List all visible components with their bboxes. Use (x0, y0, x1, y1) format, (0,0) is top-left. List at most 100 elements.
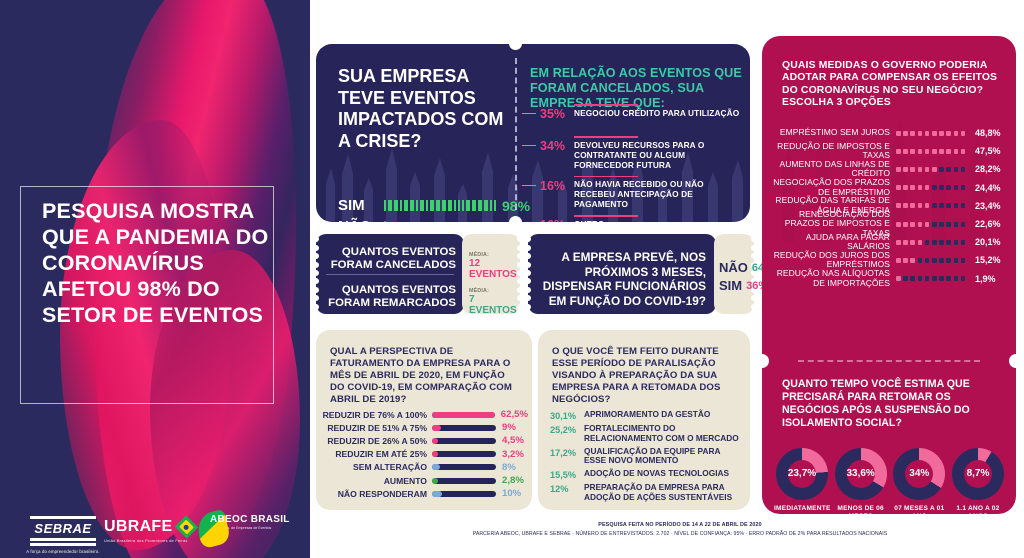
sebrae-bar-bottom (30, 543, 96, 546)
elbow-connector (522, 185, 536, 186)
measure-bar (896, 185, 968, 190)
footer-note: PESQUISA FEITA NO PERÍODO DE 14 A 22 DE … (380, 522, 980, 537)
scallop-dot (313, 295, 319, 301)
measure-bar-segment (946, 149, 951, 154)
perforation-notch-left (762, 354, 769, 368)
revenue-bar-label: NÃO RESPONDERAM (322, 489, 432, 499)
scallop-dot (751, 312, 757, 318)
ticket-row-rescheduled: QUANTOS EVENTOS FORAM REMARCADOS (324, 284, 456, 310)
measure-bar-segment (918, 149, 923, 154)
scallop-dot (313, 278, 319, 284)
ticket-divider (326, 274, 454, 275)
measure-bar-segment (903, 149, 908, 154)
measure-bar-segment (910, 258, 915, 263)
measure-row: AUMENTO DAS LINHAS DE CRÉDITO 28,2% (772, 160, 1008, 178)
measure-bar-segment (896, 149, 901, 154)
donut-label: MENOS DE 06 MESES (833, 505, 889, 514)
measure-bar-segment (896, 276, 901, 281)
government-measures-title: QUAIS MEDIDAS O GOVERNO PODERIA ADOTAR P… (782, 60, 1000, 110)
cancelled-item-label: DEVOLVEU RECURSOS PARA O CONTRATANTE OU … (574, 140, 746, 170)
revenue-bar-track (432, 491, 496, 497)
measure-bar-segment (939, 276, 944, 281)
measure-bar (896, 258, 968, 263)
measure-bar-segment (903, 276, 908, 281)
scallop-dot (751, 253, 757, 259)
abeoc-wordmark: ABEOC BRASIL (210, 514, 290, 525)
donut-value: 23,7% (776, 448, 828, 500)
measure-label: AUMENTO DAS LINHAS DE CRÉDITO (772, 160, 896, 179)
sebrae-logo: SEBRAE A força do empreendedor brasileir… (24, 514, 102, 554)
measure-bar-segment (932, 240, 937, 245)
scallop-dot (313, 312, 319, 318)
ticket-question-rescheduled: QUANTOS EVENTOS FORAM REMARCADOS (324, 284, 456, 310)
scallop-dot (751, 304, 757, 310)
cancelled-item-pct: 34% (540, 136, 574, 153)
logo-strip: SEBRAE A força do empreendedor brasileir… (0, 506, 310, 558)
measure-bar-segment (939, 240, 944, 245)
measure-bar-segment (918, 258, 923, 263)
ubrafe-tagline: União Brasileira dos Promotores de Feira… (104, 538, 188, 543)
chart-revenue-title: QUAL A PERSPECTIVA DE FATURAMENTO DA EMP… (330, 346, 520, 406)
cancelled-item-pct: 16% (540, 215, 574, 222)
preparation-item-label: APRIMORAMENTO DA GESTÃO (584, 410, 742, 420)
answer-label-nao: NÃO (338, 218, 378, 222)
scallop-dot (525, 253, 531, 259)
measure-bar-segment (954, 258, 959, 263)
cancelled-item-label: NEGOCIOU CRÉDITO PARA UTILIZAÇÃO (574, 108, 746, 118)
measure-value: 23,4% (975, 201, 1001, 211)
measure-bar (896, 203, 968, 208)
scallop-dot (517, 236, 523, 242)
measure-bar-segment (925, 149, 930, 154)
measure-bar-segment (932, 276, 937, 281)
preparation-title: O QUE VOCÊ TEM FEITO DURANTE ESSE PERÍOD… (552, 346, 738, 406)
revenue-bar-fill (432, 425, 441, 431)
measure-bar-segment (939, 167, 944, 172)
measure-value: 48,8% (975, 128, 1001, 138)
measure-bar-segment (939, 149, 944, 154)
ticket-scallop-left (316, 234, 321, 314)
measure-value: 22,6% (975, 219, 1001, 229)
answer-value-nao: 2% (392, 219, 412, 223)
measure-bar-segment (954, 131, 959, 136)
measure-row: EMPRÉSTIMO SEM JUROS 48,8% (772, 124, 1008, 142)
measure-bar-segment (925, 240, 930, 245)
scallop-dot (313, 270, 319, 276)
measure-bar-segment (932, 131, 937, 136)
measure-bar-segment (896, 258, 901, 263)
revenue-bar-fill (432, 491, 442, 497)
revenue-bar-track (432, 478, 496, 484)
measure-bar-segment (925, 167, 930, 172)
donut-chart: 34% (893, 448, 945, 500)
measure-value: 47,5% (975, 146, 1001, 156)
cancelled-item-label: OUTRO (574, 219, 746, 222)
layoffs-label-sim: SIM (719, 278, 742, 293)
measure-bar (896, 149, 968, 154)
scallop-dot (751, 295, 757, 301)
cancelled-item-pct: 16% (540, 176, 574, 193)
measure-label: REDUÇÃO DE IMPOSTOS E TAXAS (772, 142, 896, 161)
measure-bar-segment (954, 149, 959, 154)
panel-perforation (762, 354, 1016, 368)
scallop-dot (525, 295, 531, 301)
preparation-item: 17,2% QUALIFICAÇÃO DA EQUIPE PARA ESSE NO… (550, 447, 742, 467)
revenue-bar-fill (432, 438, 438, 444)
answer-label-sim: SIM (338, 197, 378, 214)
revenue-bar-label: REDUZIR DE 51% A 75% (322, 423, 432, 433)
time-to-resume-donuts: 23,7%IMEDIATAMENTE33,6%MENOS DE 06 MESES… (774, 448, 1006, 514)
revenue-bar-label: SEM ALTERAÇÃO (322, 462, 432, 472)
revenue-bar-value: 10% (502, 488, 521, 499)
revenue-bar-row: AUMENTO 2,8% (322, 474, 528, 487)
cancelled-item-body: OUTRO (574, 215, 746, 222)
donut-item: 23,7% IMEDIATAMENTE (774, 448, 830, 514)
impacted-answers: SIM 98% NÃO 2% (338, 195, 530, 222)
ticket-question-cancelled: QUANTOS EVENTOS FORAM CANCELADOS (324, 246, 456, 272)
revenue-bar-track (432, 451, 496, 457)
measure-bar-segment (910, 167, 915, 172)
scallop-dot (525, 245, 531, 251)
scallop-dot (313, 253, 319, 259)
cancelled-item: 16%OUTRO (522, 215, 746, 222)
measure-bar-segment (925, 131, 930, 136)
preparation-item-label: PREPARAÇÃO DA EMPRESA PARA ADOÇÃO DE AÇÕ… (584, 483, 742, 503)
abeoc-logo: ABEOC BRASIL Assoc. Bras. de Empresas de… (210, 514, 290, 530)
scallop-dot (751, 245, 757, 251)
